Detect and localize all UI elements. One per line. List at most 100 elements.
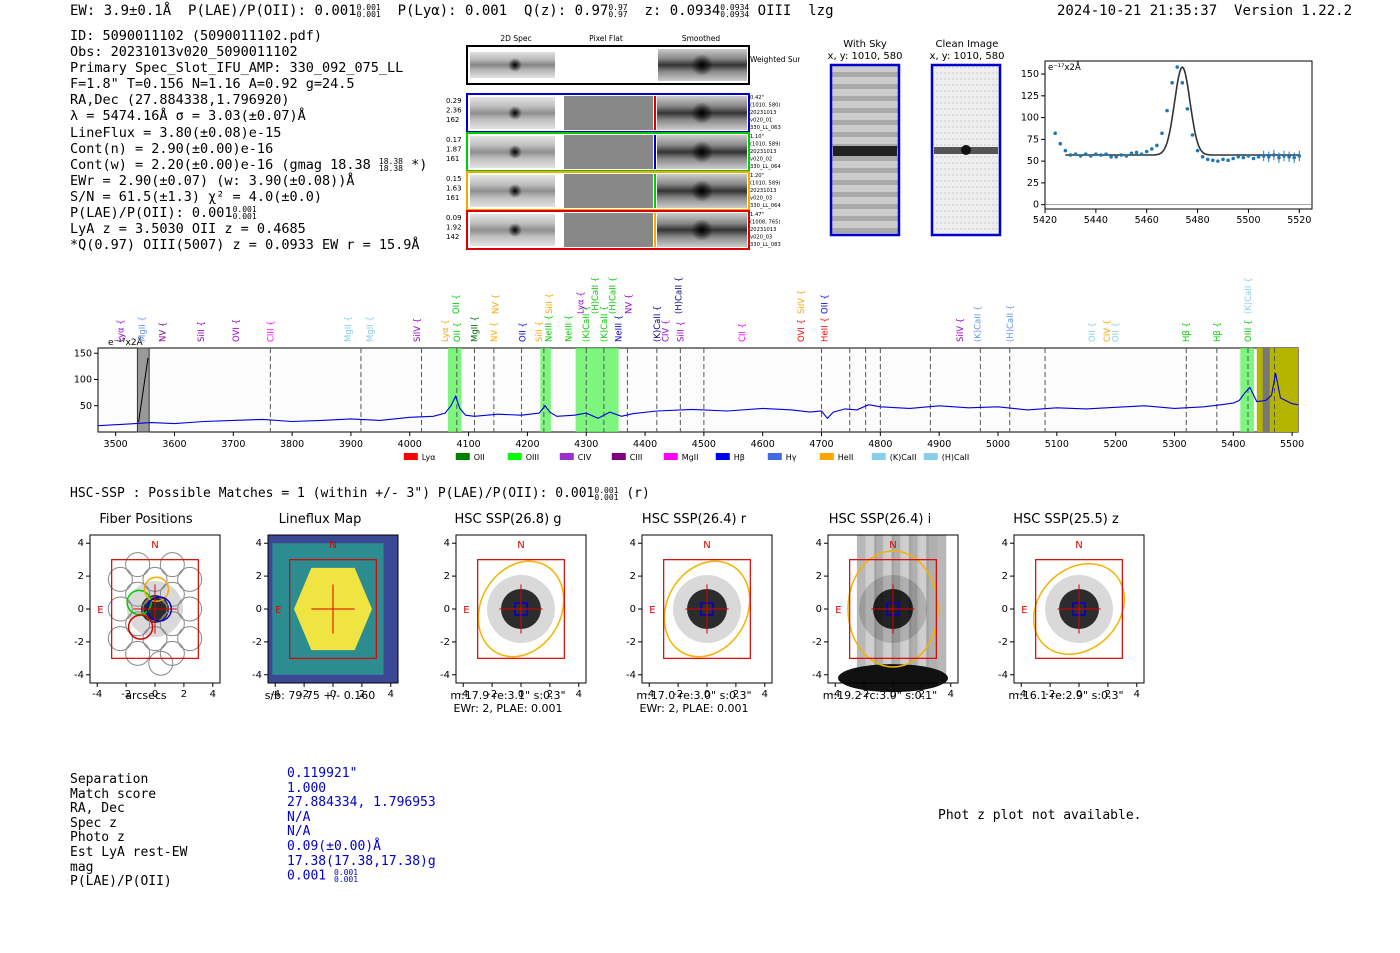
spec-xtick-label: 4900	[927, 439, 951, 450]
legend-label: CIV	[578, 453, 592, 462]
line-label: SiIV {	[956, 318, 966, 342]
header-timestamp: 2024-10-21 21:35:37 Version 1.22.2	[1057, 3, 1352, 19]
spec-xtick-label: 4800	[868, 439, 892, 450]
line-label: SiII {	[545, 293, 555, 314]
hsc-panel: HSC SSP(26.4) i N E -4 -4 -2 -2 0 0 2 2 4 4 m:19.2 rc…	[800, 512, 960, 702]
line-band	[448, 348, 462, 432]
cutout-flat	[564, 213, 653, 247]
match-value: 17.38(17.38,17.38)g	[287, 853, 436, 869]
line-label: OII {	[1088, 322, 1098, 342]
clean-title: Clean Image	[936, 39, 999, 50]
zoom-point	[1251, 156, 1256, 161]
fiber-circle	[177, 596, 203, 622]
line-label: OII {	[452, 294, 462, 314]
plae-sub: 0.001	[356, 10, 381, 19]
zoom-point	[1073, 152, 1078, 156]
zoom-xtick-label: 5420	[1033, 215, 1057, 226]
cutout-divider	[654, 213, 656, 247]
panel-ytick-label: 2	[444, 571, 450, 582]
panel-xtick-label: 2	[733, 689, 739, 697]
cutout-left-value: 0.15	[446, 175, 462, 183]
panel-ytick-label: 2	[78, 571, 84, 582]
zoom-point	[1104, 152, 1108, 156]
info-qline: *Q(0.97) OIII(5007) z = 0.0933 EW r = 15…	[70, 237, 420, 254]
hsc-panel-plot: N E -4 -4 -2 -2 0 0 2 2 4 4	[998, 534, 1145, 700]
plya-value: P(Lyα): 0.001	[397, 3, 508, 19]
zoom-xtick-label: 5440	[1084, 215, 1108, 226]
panel-ytick-label: 0	[78, 604, 84, 615]
match-label: Photo z	[70, 830, 125, 846]
spec-xtick-label: 4400	[633, 439, 657, 450]
spec-ytick-label: 50	[80, 401, 92, 412]
line-label: (K)CaII {	[653, 306, 663, 342]
info-contw: Cont(w) = 2.20(±0.00)e-16 (gmag 18.38 18…	[70, 157, 427, 173]
panel-xtick-label: 0	[890, 689, 896, 697]
spec-xtick-label: 5200	[1104, 439, 1128, 450]
contw-post: *)	[411, 156, 428, 173]
line-label: SiIV {	[413, 318, 423, 342]
clean-source	[961, 145, 971, 155]
search-box	[111, 559, 199, 659]
plae-value: 0.001	[314, 3, 357, 19]
hsc-panel-plot: N E -4 -4 -2 -2 0 0 2 2 4 4	[812, 534, 959, 700]
zoom-xtick-label: 5500	[1236, 215, 1260, 226]
panel-xtick-label: 4	[762, 689, 768, 697]
contw-sub: 18.38	[378, 163, 403, 173]
panel-ytick-label: -2	[252, 637, 262, 648]
cutout-right-value: 1.20"	[750, 173, 764, 179]
panel-ytick-label: -2	[440, 637, 450, 648]
panel-caption-2: EWr: 2, PLAE: 0.001	[453, 702, 563, 715]
fiber-circle	[107, 626, 133, 652]
zoom-point	[1063, 148, 1068, 153]
clean-xy: x, y: 1010, 580	[930, 51, 1005, 62]
cutout-left-value: 0.09	[446, 214, 462, 222]
zoom-point	[1236, 154, 1241, 159]
zoom-point	[1231, 156, 1235, 161]
panel-ytick-label: 4	[444, 538, 450, 549]
spec-xtick-label: 5100	[1045, 439, 1069, 450]
zoom-point	[1185, 107, 1190, 111]
zoom-point	[1129, 151, 1134, 156]
spec-xtick-label: 4700	[809, 439, 833, 450]
panel-xtick-label: 2	[359, 689, 365, 697]
zoom-xtick-label: 5480	[1185, 215, 1209, 226]
weighted-smoothed-blob	[691, 54, 713, 76]
panel-ytick-label: 0	[630, 604, 636, 615]
spec-xtick-label: 5500	[1280, 439, 1304, 450]
north-label: N	[151, 540, 158, 551]
line-label: NeIII {	[545, 315, 555, 342]
panel-xtick-label: 0	[330, 689, 336, 697]
cutout-right-value: v020_03	[750, 196, 772, 202]
cutout-divider	[654, 135, 656, 169]
cutout-divider	[654, 174, 656, 208]
header-summary: EW: 3.9±0.1Å P(LAE)/P(OII): 0.001 0.001 0.…	[70, 3, 834, 19]
fiber-circle	[125, 611, 151, 637]
zoom-point	[1297, 154, 1302, 158]
hsc-panel-plot: N E -4 -4 -2 -2 0 0 2 2 4 4	[74, 534, 221, 700]
hsc-panel-title: Lineflux Map	[278, 512, 362, 527]
panel-ytick-label: 4	[816, 538, 822, 549]
hsc-panel-title: Fiber Positions	[99, 512, 193, 527]
legend-label: HeII	[838, 453, 854, 462]
fiber-circle	[125, 581, 151, 607]
zoom-line-chart: 5420 5440 5460 5480 5500 5520 0 25 50 75 100 125 150…	[1021, 60, 1313, 226]
cutout-divider	[654, 96, 656, 130]
hsc-panel-title: HSC SSP(26.4) i	[828, 512, 932, 527]
contw-text: Cont(w) = 2.20(±0.00)e-16 (gmag 18.38	[70, 156, 371, 173]
zoom-point	[1144, 149, 1149, 154]
info-sn: S/N = 61.5(±1.3) χ² = 4.0(±0.0)	[70, 188, 322, 205]
hsc-summary: HSC-SSP : Possible Matches = 1 (within +…	[70, 486, 650, 501]
zoom-xtick-label: 5460	[1135, 215, 1159, 226]
line-label: HeII {	[820, 317, 830, 342]
zoom-point	[1292, 155, 1296, 160]
info-contn: Cont(n) = 2.90(±0.00)e-16	[70, 140, 274, 157]
z-sub: 0.0934	[720, 10, 750, 19]
cutout-spec-blob	[508, 106, 522, 120]
line-label: MgII {	[344, 316, 354, 342]
match-value: 27.884334, 1.796953	[287, 795, 436, 811]
hsc-panel-title: HSC SSP(26.8) g	[454, 512, 562, 527]
zoom-point	[1088, 154, 1093, 158]
cutout-flat	[564, 135, 653, 169]
panel-xtick-label: -4	[1016, 689, 1026, 697]
